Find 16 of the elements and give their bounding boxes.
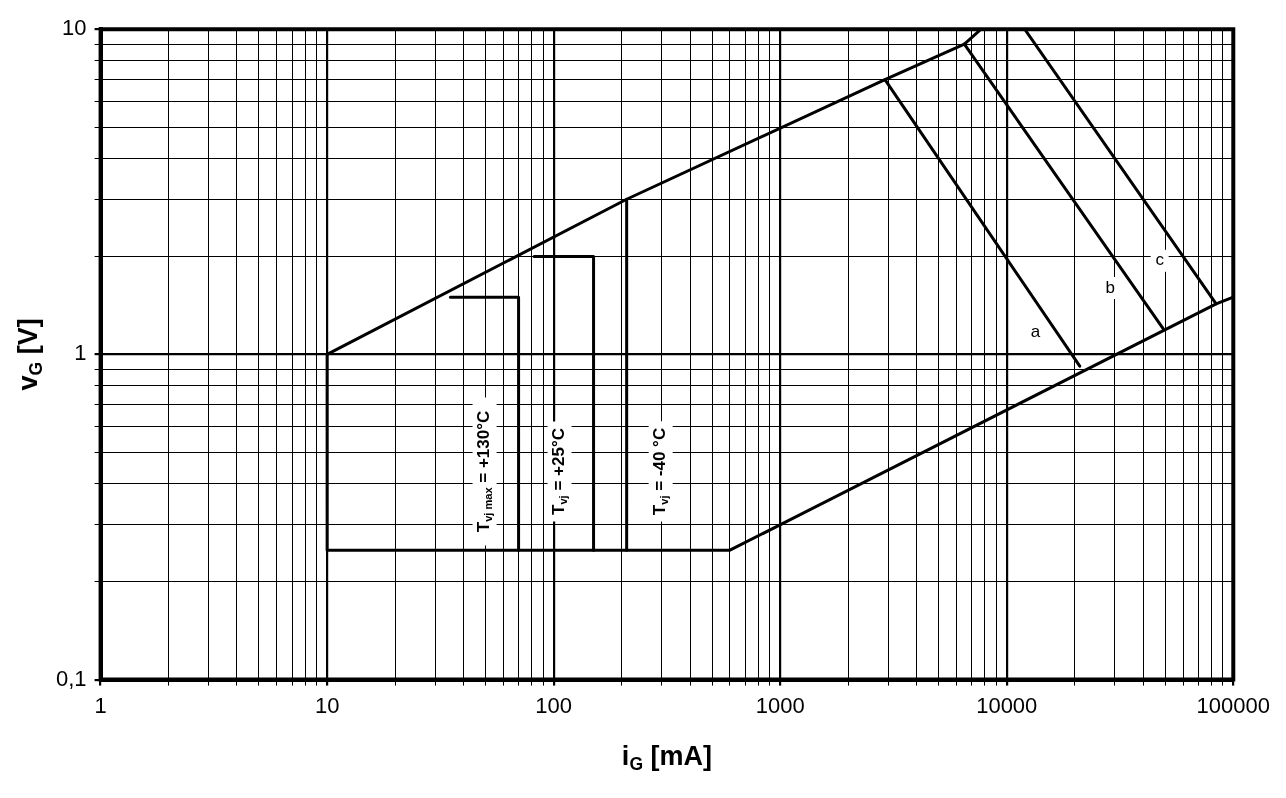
y-tick-label: 1 xyxy=(74,340,87,366)
x-tick-label: 10 xyxy=(314,692,340,718)
annotation: a xyxy=(1030,321,1041,341)
x-tick-label: 100000 xyxy=(1196,692,1270,718)
y-tick-label: 0,1 xyxy=(55,665,87,691)
annotation: Tvj = +25°C xyxy=(549,428,569,515)
x-tick-label: 100 xyxy=(535,692,573,718)
x-tick-label: 1000 xyxy=(755,692,805,718)
y-tick-label: 10 xyxy=(62,15,87,41)
annotation: b xyxy=(1105,277,1115,297)
y-axis-title: vG [V] xyxy=(13,318,46,391)
annotation: Tvj max = +130°C xyxy=(474,410,494,533)
annotation: c xyxy=(1155,250,1165,270)
x-tick-label: 10000 xyxy=(976,692,1038,718)
annotation: Tvj = -40 °C xyxy=(650,427,670,516)
x-tick-label: 1 xyxy=(94,692,107,718)
